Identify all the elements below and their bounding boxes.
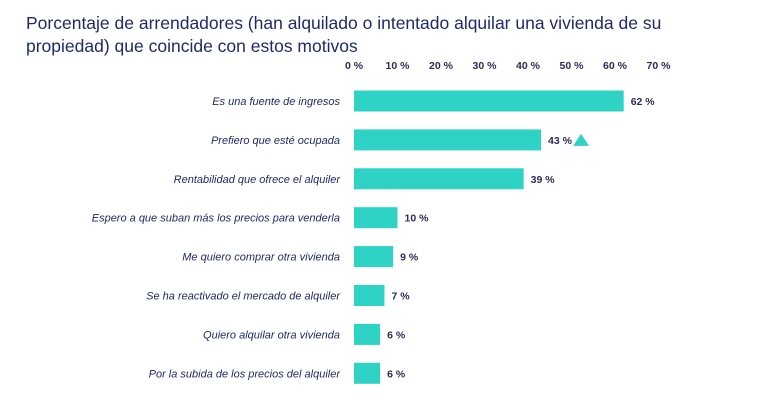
x-tick-label: 0 % <box>345 60 364 72</box>
value-labels: 62 % 43 % 39 % 10 % 9 % 7 % 6 % 6 % <box>387 96 655 380</box>
category-labels: Es una fuente de ingresos Prefiero que es… <box>92 96 342 380</box>
category-label: Por la subida de los precios del alquile… <box>149 368 342 380</box>
bar <box>354 207 398 229</box>
bar <box>354 285 385 306</box>
value-label: 6 % <box>387 329 406 341</box>
value-label: 39 % <box>531 174 556 186</box>
value-label: 10 % <box>405 213 430 225</box>
category-label: Prefiero que esté ocupada <box>211 135 340 147</box>
value-label: 62 % <box>631 96 656 108</box>
category-label: Quiero alquilar otra vivienda <box>203 329 340 341</box>
x-tick-label: 10 % <box>386 60 411 72</box>
bar <box>354 362 381 384</box>
bars <box>354 90 624 384</box>
category-label: Rentabilidad que ofrece el alquiler <box>174 174 342 186</box>
category-label: Se ha reactivado el mercado de alquiler <box>146 291 341 303</box>
x-tick-label: 50 % <box>560 60 585 72</box>
x-tick-label: 20 % <box>429 60 454 72</box>
category-label: Espero a que suban más los precios para … <box>92 213 340 225</box>
bar <box>354 168 524 190</box>
annotations <box>573 133 590 146</box>
bar <box>354 246 394 268</box>
value-label: 43 % <box>548 135 573 147</box>
bar <box>354 90 624 112</box>
category-label: Me quiero comprar otra vivienda <box>182 252 340 264</box>
chart-title: Porcentaje de arrendadores (han alquilad… <box>26 13 662 56</box>
bar <box>354 129 542 151</box>
x-tick-label: 40 % <box>516 60 541 72</box>
x-tick-label: 70 % <box>647 60 672 72</box>
value-label: 6 % <box>387 368 406 380</box>
x-axis-ticks: 0 % 10 % 20 % 30 % 40 % 50 % 60 % 70 % <box>345 60 671 72</box>
value-label: 7 % <box>391 291 410 303</box>
value-label: 9 % <box>400 252 419 264</box>
x-tick-label: 30 % <box>473 60 498 72</box>
category-label: Es una fuente de ingresos <box>212 96 340 108</box>
triangle-up-icon <box>573 133 590 146</box>
bar <box>354 323 381 345</box>
x-tick-label: 60 % <box>603 60 628 72</box>
